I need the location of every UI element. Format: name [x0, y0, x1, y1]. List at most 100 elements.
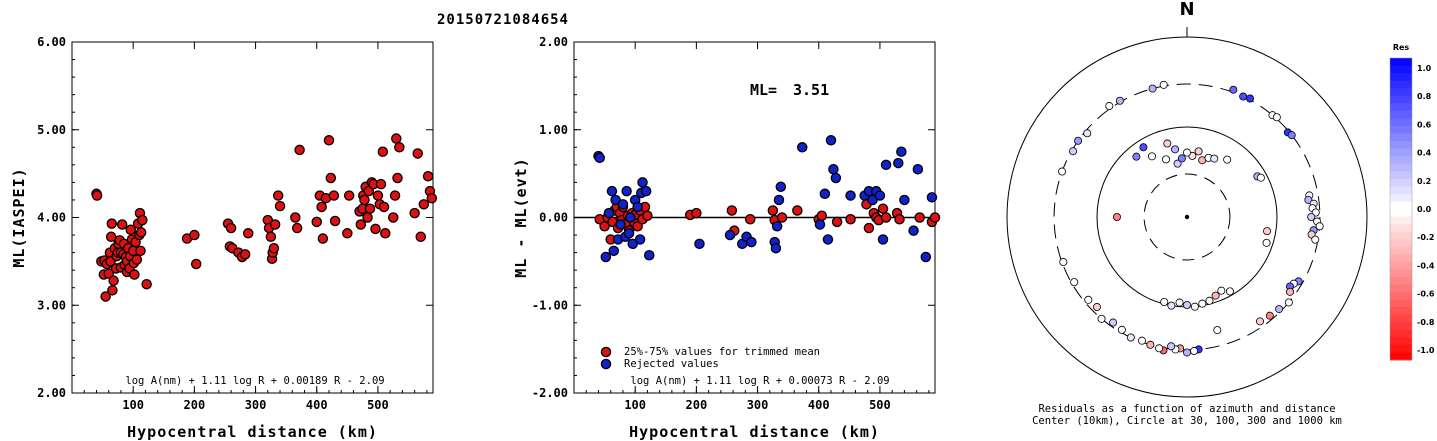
residual-point	[1190, 347, 1199, 356]
colorbar-tick-label: 0.8	[1417, 92, 1432, 101]
residual-point	[1183, 348, 1192, 357]
data-point	[600, 251, 612, 263]
data-point	[825, 135, 837, 146]
colorbar-segment	[1390, 118, 1412, 127]
y-tick-label: 3.00	[37, 298, 66, 312]
data-point	[828, 163, 839, 175]
x-tick-label: 200	[686, 398, 708, 412]
data-point	[239, 249, 251, 260]
colorbar-segment	[1390, 254, 1412, 263]
colorbar-tick-label: 0.0	[1417, 205, 1432, 214]
colorbar-segment	[1390, 88, 1412, 97]
colorbar-title: Res	[1393, 43, 1410, 52]
colorbar-segment	[1390, 337, 1412, 346]
data-point	[325, 172, 337, 184]
x-axis-label: Hypocentral distance (km)	[127, 423, 378, 441]
data-point	[642, 210, 653, 221]
data-point	[724, 229, 736, 241]
data-point	[415, 231, 427, 243]
data-point	[377, 146, 389, 157]
data-point	[290, 212, 301, 223]
data-point	[129, 269, 140, 280]
y-axis-label: ML(IASPEI)	[10, 167, 28, 267]
residual-point	[1126, 333, 1135, 342]
colorbar-tick-label: -0.8	[1417, 318, 1435, 327]
data-point	[914, 212, 925, 223]
colorbar-segment	[1390, 216, 1412, 225]
caption-line-1: Residuals as a function of azimuth and d…	[1038, 403, 1335, 415]
residual-point	[1173, 159, 1182, 168]
data-point	[242, 228, 254, 239]
data-point	[623, 228, 635, 239]
residual-point	[1058, 167, 1067, 176]
residual-point	[1183, 148, 1192, 157]
data-point	[896, 146, 907, 157]
plot-frame-1	[71, 41, 434, 394]
data-point	[845, 190, 856, 201]
x-tick-label: 400	[808, 398, 830, 412]
colorbar-segment	[1390, 201, 1412, 210]
residual-point	[1223, 155, 1232, 164]
colorbar-segment	[1390, 58, 1412, 67]
data-point	[225, 222, 237, 234]
data-point	[819, 188, 831, 200]
data-point	[342, 228, 353, 239]
data-point	[426, 192, 438, 204]
colorbar-segment	[1390, 186, 1412, 195]
data-point	[920, 251, 932, 263]
colorbar-segment	[1390, 178, 1412, 187]
data-point	[269, 219, 281, 230]
residual-point	[1074, 136, 1083, 145]
residual-point	[1146, 340, 1155, 349]
x-tick-label: 300	[245, 398, 267, 412]
data-point	[746, 236, 757, 248]
data-point	[771, 221, 783, 232]
data-point	[409, 207, 420, 219]
colorbar-segment	[1390, 156, 1412, 165]
data-point	[378, 201, 390, 213]
residual-point	[1148, 84, 1157, 93]
colorbar-segment	[1390, 284, 1412, 293]
data-point	[372, 190, 384, 201]
formula-label: log A(nm) + 1.11 log R + 0.00073 R - 2.0…	[630, 375, 889, 387]
colorbar-segment	[1390, 141, 1412, 150]
data-point	[328, 190, 340, 201]
data-point	[268, 242, 280, 254]
x-tick-label: 500	[367, 398, 389, 412]
residual-point	[1213, 326, 1222, 335]
data-point	[929, 212, 941, 223]
x-tick-label: 300	[747, 398, 769, 412]
data-point	[141, 278, 152, 290]
data-point	[389, 190, 401, 201]
colorbar-tick-label: 0.4	[1417, 149, 1432, 158]
colorbar-segment	[1390, 276, 1412, 285]
data-point	[845, 214, 856, 225]
ml-label: ML=	[750, 81, 777, 99]
colorbar-frame	[1389, 57, 1413, 361]
residual-point	[1167, 301, 1176, 310]
x-tick-label: 500	[869, 398, 891, 412]
residual-point	[1286, 287, 1295, 296]
legend-marker	[600, 358, 612, 370]
colorbar-segment	[1390, 322, 1412, 331]
data-point	[100, 291, 111, 302]
x-tick-label: 100	[122, 398, 144, 412]
data-point	[877, 234, 889, 245]
residual-point	[1311, 235, 1320, 244]
residual-point	[1137, 336, 1146, 345]
data-point	[362, 212, 373, 223]
data-point	[272, 190, 284, 201]
data-point	[391, 133, 402, 144]
residual-point	[1211, 291, 1220, 300]
colorbar-segment	[1390, 110, 1412, 119]
x-tick-label: 200	[184, 398, 206, 412]
colorbar-segment	[1390, 95, 1412, 104]
residual-point	[1139, 143, 1148, 152]
colorbar-segment	[1390, 344, 1412, 353]
residual-point	[1190, 302, 1199, 311]
colorbar-segment	[1390, 239, 1412, 248]
data-point	[899, 194, 910, 206]
data-point	[773, 194, 785, 206]
residual-point	[1115, 96, 1124, 105]
